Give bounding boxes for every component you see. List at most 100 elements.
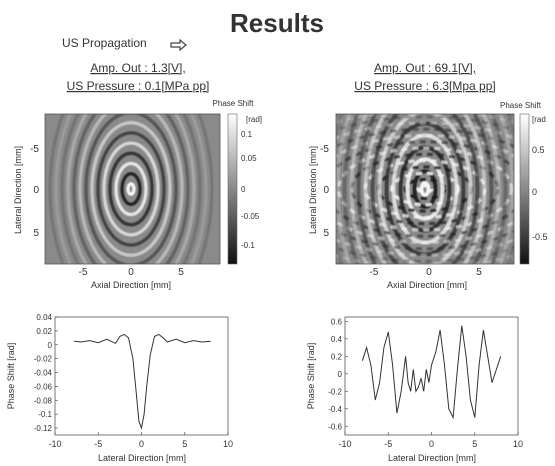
colorbar2-tick-1: 0.5 <box>532 145 545 155</box>
fringe-band <box>419 181 431 197</box>
fringe-band <box>356 114 494 264</box>
fringe-band <box>377 114 473 264</box>
line-plot-1-series <box>73 333 211 430</box>
x-tick-label: -5 <box>94 439 102 449</box>
colorbar1-title: Phase Shift <box>213 99 255 108</box>
fringe-band <box>48 114 214 264</box>
map1-xtick-2: 0 <box>128 267 134 278</box>
y-tick-label: 0.4 <box>331 335 343 344</box>
fringe-band <box>370 114 480 264</box>
map2-xtick-2: 0 <box>426 267 432 278</box>
fringe-band <box>72 114 190 264</box>
colorbar1-tick-3: 0 <box>241 185 246 194</box>
panel2-amp-label: Amp. Out : 69.1[V], <box>374 61 476 75</box>
fringe-band <box>84 114 178 264</box>
line-plot-1-ticks: -10 -5 0 5 10 0.04 0.02 0 -0.02 -0.04 -0.06 -0.08 -0… <box>34 313 233 449</box>
y-tick-label: -0.2 <box>328 387 342 396</box>
map2-ylabel: Lateral Direction [mm] <box>308 146 318 234</box>
y-tick-label: -0.1 <box>38 410 52 419</box>
fringe-band <box>403 177 447 201</box>
colorbar2 <box>519 113 530 265</box>
fringe-band <box>336 121 514 257</box>
colorbar1-tick-1: 0.1 <box>241 130 253 139</box>
phase-map-2-fringes <box>336 114 514 264</box>
phase-map-1-fringes <box>48 114 214 264</box>
y-tick-label: 0 <box>338 370 343 379</box>
fringe-band <box>114 161 148 217</box>
fringe-band <box>120 172 142 206</box>
line-plot-1-frame <box>54 316 229 436</box>
phase-map-2-frame <box>335 113 515 265</box>
fringe-band <box>66 114 196 264</box>
y-tick-label: 0 <box>48 341 53 350</box>
map2-ytick-1: -5 <box>320 144 329 155</box>
fringe-band <box>96 131 166 247</box>
panel2-pressure-label: US Pressure : 6.3[Mpa pp] <box>354 79 495 93</box>
map1-ytick-2: 0 <box>33 185 39 196</box>
colorbar1-tick-2: 0.05 <box>241 154 257 163</box>
fringe-band <box>363 114 487 264</box>
fringe-band <box>108 151 154 227</box>
propagation-label: US Propagation <box>62 36 147 50</box>
line-plot-2: -10 -5 0 5 10 0.6 0.4 0.2 0 -0.2 -0.4 -0.6 <box>328 316 523 449</box>
line-plot-2-ylabel: Phase Shift [rad] <box>306 343 316 410</box>
map2-ytick-3: 5 <box>323 228 329 239</box>
map1-xtick-1: -5 <box>79 267 88 278</box>
map1-xtick-3: 5 <box>178 267 184 278</box>
x-tick-label: -10 <box>48 439 61 449</box>
fringe-band <box>336 114 514 264</box>
fringe-band <box>60 114 202 264</box>
map2-xtick-1: -5 <box>370 267 379 278</box>
y-tick-label: -0.4 <box>328 405 342 414</box>
phase-map-2 <box>335 113 515 265</box>
y-tick-label: 0.6 <box>331 317 343 326</box>
colorbar1-tick-5: -0.1 <box>241 241 255 250</box>
map1-xlabel: Axial Direction [mm] <box>91 280 171 290</box>
panel1-amp-label: Amp. Out : 1.3[V], <box>90 61 185 75</box>
line-plot-2-series <box>361 325 502 420</box>
map1-ytick-3: 5 <box>33 228 39 239</box>
colorbar1-unit: [rad] <box>246 115 262 124</box>
fringe-band <box>342 114 508 264</box>
x-tick-label: 10 <box>513 439 523 449</box>
y-tick-label: -0.02 <box>34 355 53 364</box>
line-plot-1: -10 -5 0 5 10 0.04 0.02 0 -0.02 -0.04 -0.06 -0.08 -0… <box>34 313 233 449</box>
y-tick-label: -0.12 <box>34 424 53 433</box>
y-tick-label: -0.06 <box>34 382 53 391</box>
fringe-band <box>78 114 184 264</box>
fringe-band <box>336 133 514 245</box>
y-tick-label: -0.04 <box>34 369 53 378</box>
colorbar1 <box>227 113 238 265</box>
map2-xlabel: Axial Direction [mm] <box>387 280 467 290</box>
colorbar2-tick-3: -0.5 <box>532 232 548 242</box>
x-tick-label: 10 <box>223 439 233 449</box>
panel1-pressure-label: US Pressure : 0.1[MPa pp] <box>67 79 210 93</box>
line-plot-1-xlabel: Lateral Direction [mm] <box>98 453 186 463</box>
map2-ytick-2: 0 <box>323 185 329 196</box>
fringe-band <box>54 114 208 264</box>
x-tick-label: -10 <box>338 439 351 449</box>
fringe-band <box>336 140 514 238</box>
colorbar2-tick-2: 0 <box>532 187 537 197</box>
y-tick-label: 0.04 <box>36 313 52 322</box>
arrow-right-icon <box>170 38 187 52</box>
map2-xtick-3: 5 <box>476 267 482 278</box>
fringe-band <box>349 114 501 264</box>
line-plot-2-xlabel: Lateral Direction [mm] <box>388 453 476 463</box>
colorbar2-title: Phase Shift <box>500 101 542 110</box>
y-tick-label: 0.02 <box>36 327 52 336</box>
fringe-band <box>90 121 172 257</box>
x-tick-label: 5 <box>472 439 477 449</box>
map1-ylabel: Lateral Direction [mm] <box>13 146 23 234</box>
x-tick-label: 0 <box>139 439 144 449</box>
fringe-band <box>412 169 438 209</box>
colorbar2-unit: [rad <box>532 115 546 124</box>
x-tick-label: -5 <box>384 439 392 449</box>
line-plot-1-ylabel: Phase Shift [rad] <box>6 343 16 410</box>
line-plot-2-ticks: -10 -5 0 5 10 0.6 0.4 0.2 0 -0.2 -0.4 -0.6 <box>328 317 523 449</box>
fringe-band <box>336 127 514 251</box>
fringe-band <box>126 182 136 196</box>
x-tick-label: 0 <box>429 439 434 449</box>
phase-map-1 <box>44 113 221 265</box>
